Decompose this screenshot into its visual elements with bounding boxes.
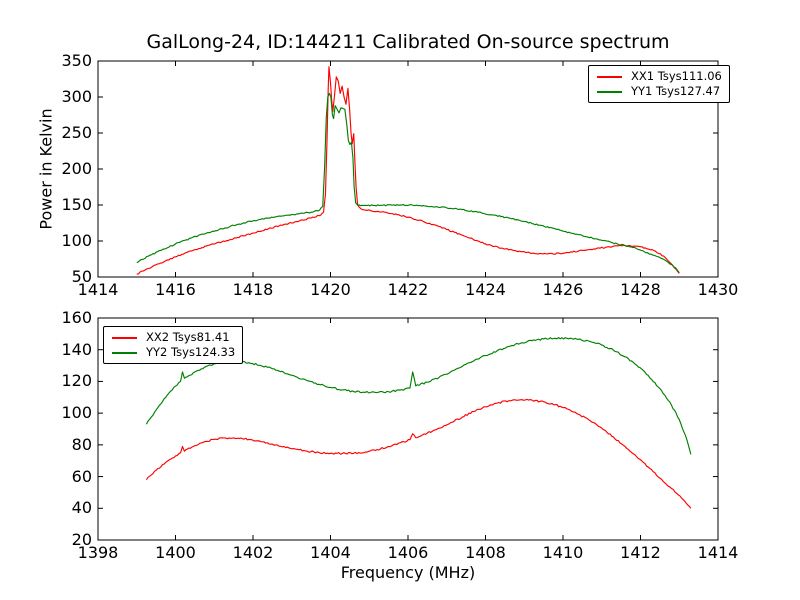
- x-tick-label: 1414: [77, 280, 119, 299]
- legend-line-sample: [597, 75, 622, 78]
- x-tick-label: 1404: [310, 543, 351, 562]
- y-tick-label: 140: [61, 339, 92, 359]
- x-tick-label: 1428: [620, 280, 661, 299]
- x-axis-label-bottom: Frequency (MHz): [340, 563, 476, 582]
- x-tick-label: 1414: [697, 543, 739, 562]
- legend-entry-label: YY1 Tsys127.47: [631, 84, 721, 98]
- x-tick-label: 1412: [620, 543, 661, 562]
- legend-entry: XX2 Tsys81.41: [112, 330, 235, 345]
- y-tick-label: 160: [61, 308, 92, 327]
- x-tick-label: 1410: [542, 543, 584, 562]
- x-tick-label: 1420: [310, 280, 351, 299]
- legend-line-sample: [112, 351, 137, 354]
- series-line-xx1: [136, 66, 680, 275]
- x-tick-label: 1408: [465, 543, 506, 562]
- x-tick-label: 1402: [232, 543, 274, 562]
- plot-title: GalLong-24, ID:144211 Calibrated On-sour…: [146, 31, 670, 53]
- y-tick-label: 250: [61, 123, 92, 142]
- y-tick-label: 40: [71, 498, 92, 518]
- legend-entry: XX1 Tsys111.06: [597, 69, 722, 84]
- y-tick-label: 20: [71, 530, 92, 549]
- y-tick-label: 50: [71, 267, 92, 286]
- series-line-xx2: [145, 398, 692, 509]
- x-tick-label: 1416: [155, 280, 196, 299]
- x-tick-label: 1400: [155, 543, 196, 562]
- legend-top: XX1 Tsys111.06 YY1 Tsys127.47: [588, 65, 730, 103]
- x-tick-label: 1430: [697, 280, 739, 299]
- y-tick-label: 100: [61, 231, 92, 250]
- y-tick-label: 300: [61, 87, 92, 106]
- x-tick-label: 1418: [232, 280, 274, 299]
- legend-entry: YY2 Tsys124.33: [112, 345, 235, 360]
- x-tick-label: 1422: [387, 280, 429, 299]
- y-tick-label: 350: [61, 51, 92, 70]
- y-tick-label: 200: [61, 159, 92, 178]
- legend-entry-label: XX2 Tsys81.41: [146, 330, 230, 344]
- legend-line-sample: [112, 336, 137, 339]
- y-tick-label: 80: [71, 434, 92, 454]
- x-tick-label: 1398: [77, 543, 119, 562]
- legend-entry-label: XX1 Tsys111.06: [631, 69, 722, 83]
- legend-bottom: XX2 Tsys81.41 YY2 Tsys124.33: [103, 326, 244, 364]
- y-tick-label: 120: [61, 371, 92, 391]
- legend-line-sample: [597, 90, 622, 93]
- x-tick-label: 1426: [542, 280, 584, 299]
- x-tick-label: 1406: [387, 543, 429, 562]
- series-line-yy1: [136, 92, 680, 274]
- y-tick-label: 60: [71, 466, 92, 486]
- legend-entry-label: YY2 Tsys124.33: [146, 345, 236, 359]
- y-tick-label: 150: [61, 195, 92, 214]
- y-tick-label: 100: [61, 403, 92, 423]
- legend-entry: YY1 Tsys127.47: [597, 84, 722, 99]
- x-tick-label: 1424: [465, 280, 506, 299]
